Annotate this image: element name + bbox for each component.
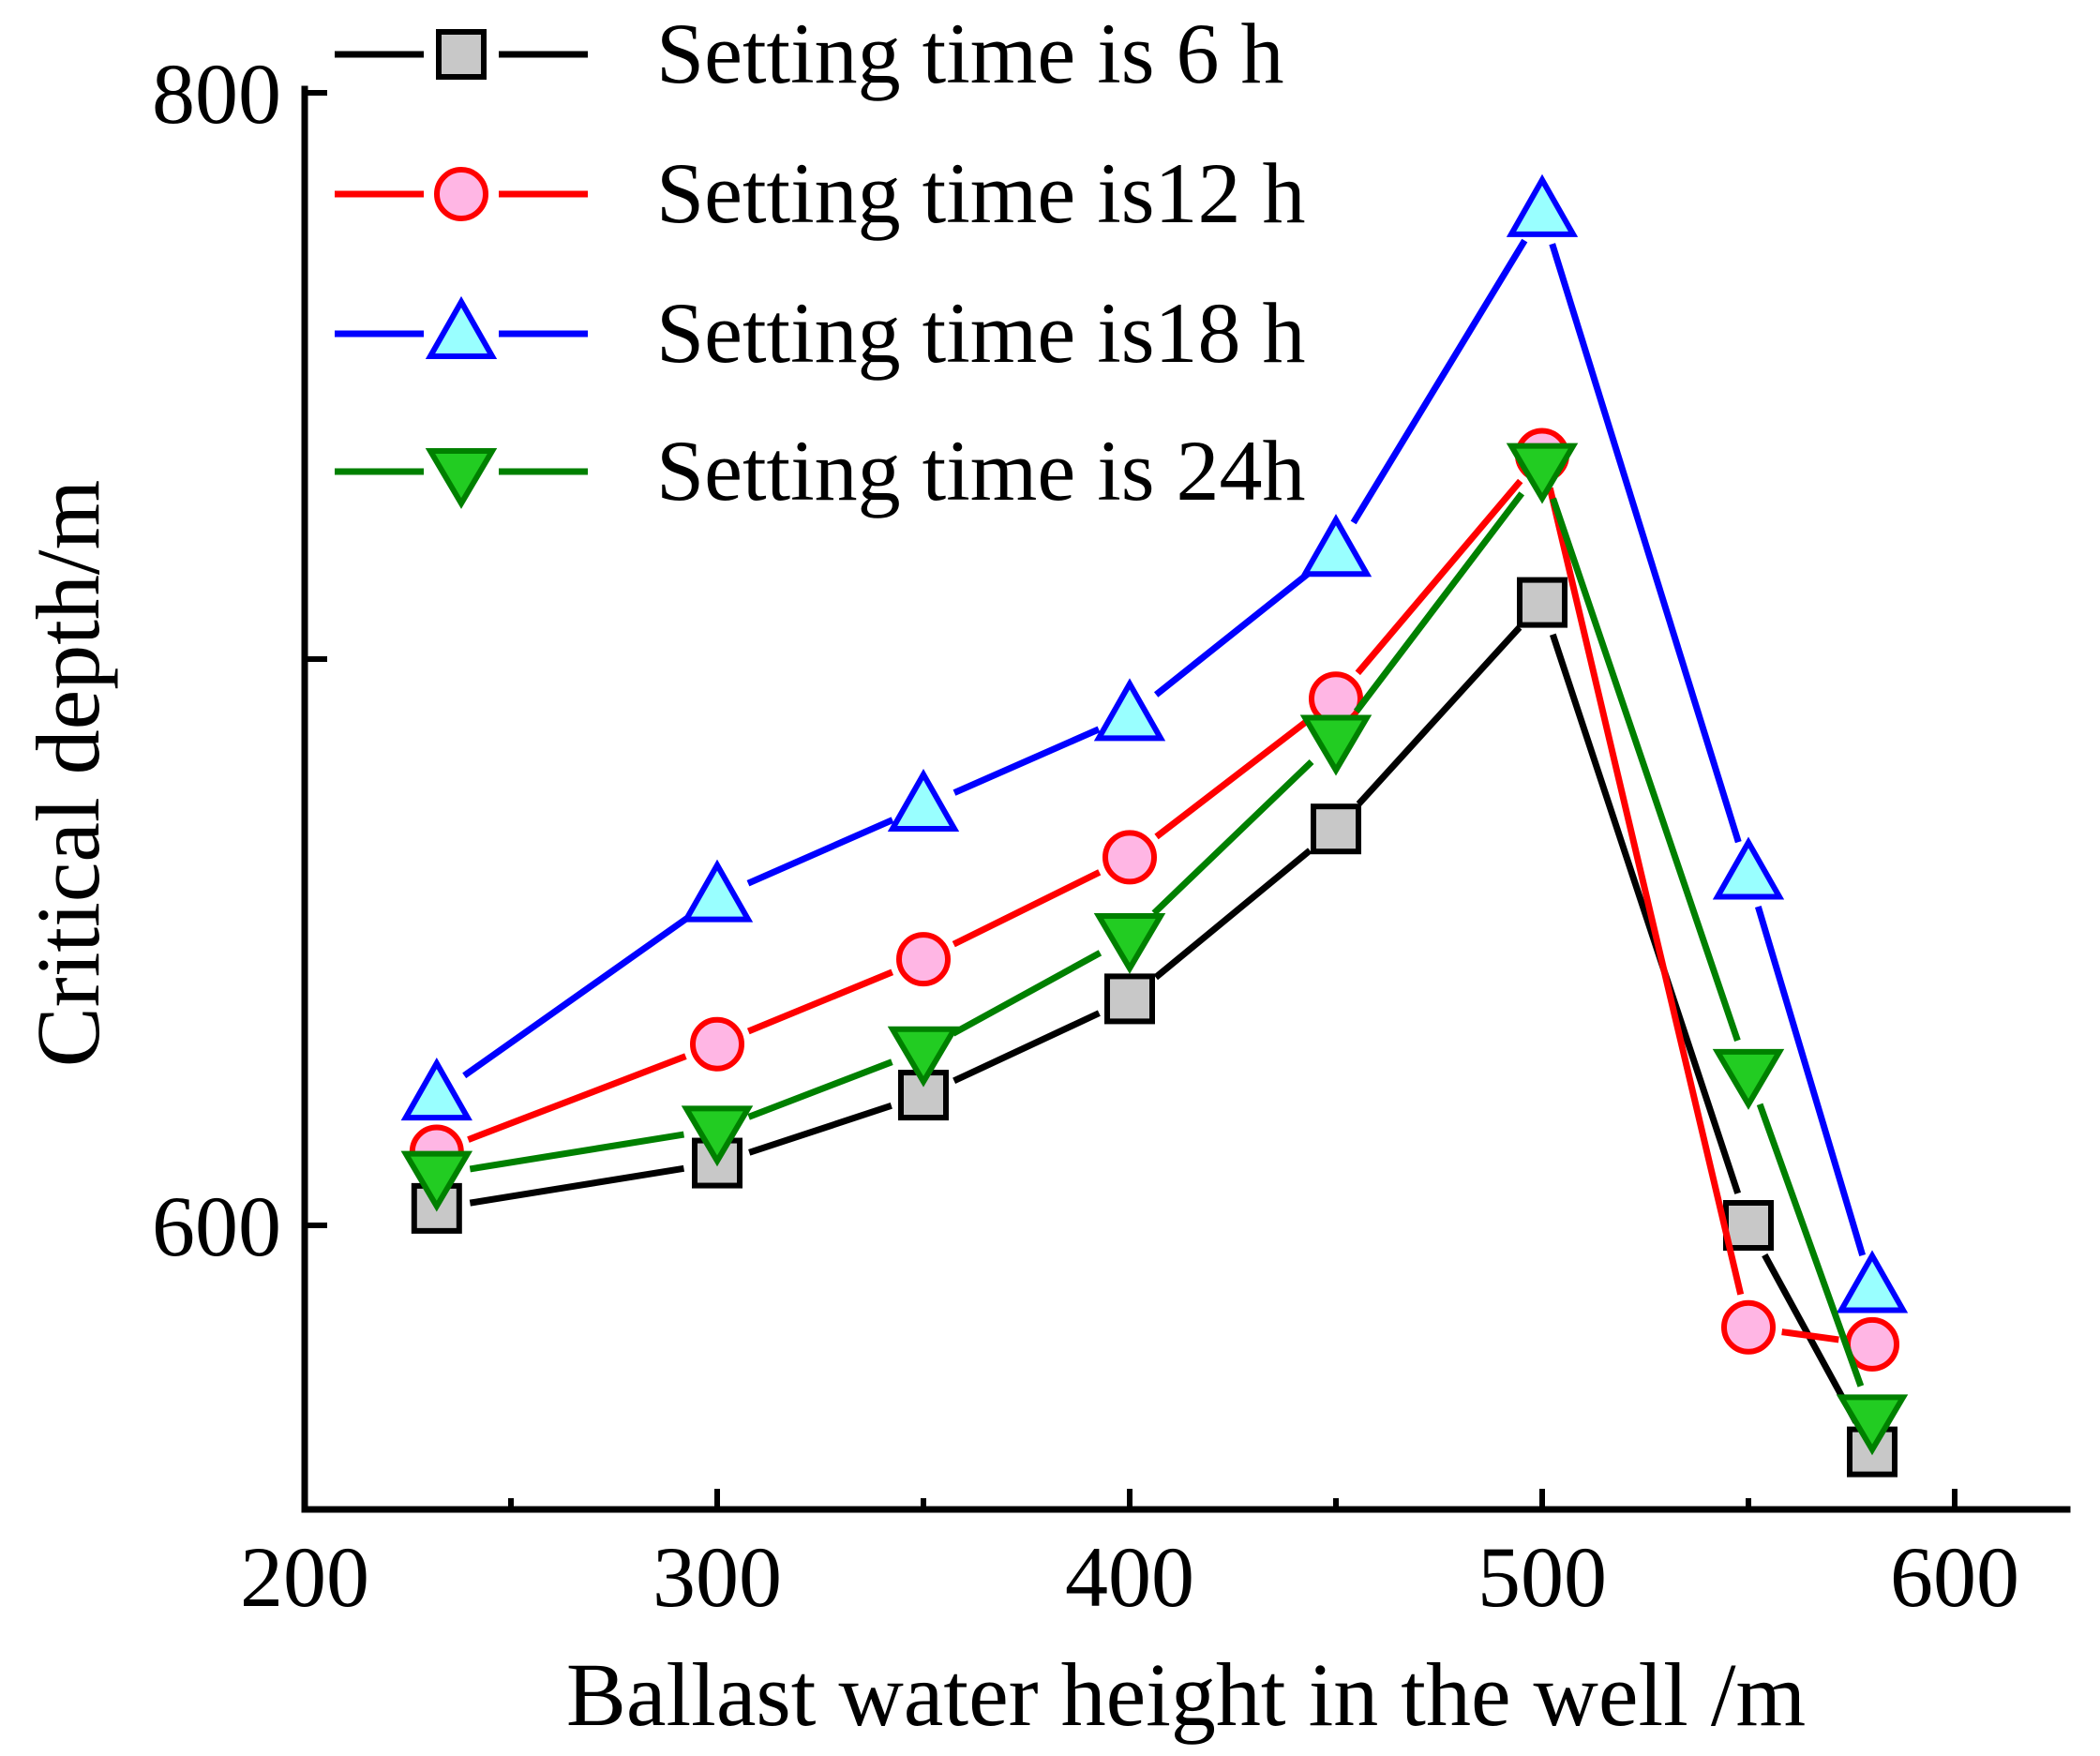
series-line-segment	[1154, 716, 1312, 840]
series-line-segment	[747, 1058, 893, 1120]
x-tick-label: 300	[652, 1529, 782, 1625]
legend-marker	[434, 167, 488, 221]
legend-marker	[436, 29, 487, 80]
series-line-segment	[1355, 478, 1523, 676]
series-line-segment	[952, 869, 1102, 948]
legend: Setting time is 6 h Setting time is12 h Se…	[335, 6, 1306, 518]
series-line-segment	[748, 1103, 892, 1156]
data-point	[1093, 678, 1166, 742]
y-tick-label: 600	[152, 1178, 281, 1274]
series-line-segment	[467, 1053, 687, 1143]
series-line-segment	[746, 968, 894, 1035]
data-point	[400, 1058, 472, 1121]
series-line-segment	[462, 913, 692, 1079]
legend-label: Setting time is18 h	[656, 285, 1306, 381]
data-point	[1517, 577, 1568, 628]
series-line-segment	[1356, 624, 1522, 806]
data-point	[887, 1026, 960, 1088]
data-point	[1506, 443, 1579, 504]
series-line-segment	[1549, 243, 1742, 844]
legend-label: Setting time is12 h	[656, 145, 1306, 241]
series-line-segment	[1781, 1328, 1839, 1343]
series-3	[400, 173, 1909, 1313]
data-point	[1506, 173, 1579, 237]
data-point	[681, 859, 754, 923]
data-point	[1102, 830, 1157, 885]
x-tick-label: 200	[240, 1529, 369, 1625]
data-point	[1712, 1048, 1785, 1110]
legend-label: Setting time is 24h	[656, 423, 1306, 518]
data-point	[1836, 1250, 1909, 1313]
data-point	[1299, 714, 1372, 776]
legend-item: Setting time is18 h	[335, 285, 1306, 381]
data-point	[1721, 1299, 1776, 1355]
series-line-segment	[951, 950, 1102, 1037]
data-point	[896, 932, 951, 987]
x-axis-title: Ballast water height in the well /m	[566, 1644, 1806, 1745]
series-line-segment	[952, 1010, 1101, 1085]
series-line-segment	[1550, 497, 1741, 1042]
data-point	[681, 1105, 754, 1167]
series-line-segment	[1153, 569, 1312, 698]
legend-item: Setting time is 6 h	[335, 6, 1284, 101]
series-line-segment	[952, 726, 1101, 796]
x-tick-label: 600	[1890, 1529, 2019, 1625]
legend-marker	[425, 295, 498, 359]
series-line-segment	[1549, 633, 1742, 1194]
y-tick-label: 800	[152, 46, 281, 142]
series-1	[411, 577, 1898, 1478]
data-point	[690, 1016, 744, 1072]
axes: 200 300 400 500 600 600 800 Ballast water heigh…	[18, 46, 2071, 1745]
series-line-segment	[469, 1131, 685, 1173]
data-point	[1311, 803, 1361, 855]
series-4	[400, 443, 1909, 1456]
data-point	[1093, 912, 1166, 974]
series-2	[409, 428, 1899, 1372]
data-point	[1104, 973, 1155, 1025]
data-point	[400, 1150, 473, 1212]
series-line-segment	[1153, 848, 1312, 981]
series-line-segment	[1756, 1103, 1865, 1388]
series-line-segment	[1350, 238, 1528, 525]
legend-marker	[425, 448, 498, 509]
data-point	[1836, 1394, 1909, 1456]
data-point	[1299, 514, 1372, 578]
series-line-segment	[1353, 491, 1525, 713]
data-point	[1723, 1200, 1774, 1251]
series-line-segment	[1151, 758, 1314, 916]
legend-item: Setting time is 24h	[335, 423, 1306, 518]
data-point	[1712, 836, 1785, 900]
legend-label: Setting time is 6 h	[656, 6, 1284, 101]
series-line-segment	[1754, 906, 1867, 1256]
series-line-segment	[746, 817, 894, 887]
x-tick-label: 500	[1478, 1529, 1607, 1625]
series-group	[400, 173, 1909, 1478]
data-point	[887, 768, 960, 833]
x-tick-label: 400	[1065, 1529, 1194, 1625]
series-line-segment	[469, 1164, 685, 1207]
y-axis-title: Critical depth/m	[18, 480, 118, 1068]
legend-item: Setting time is12 h	[335, 145, 1306, 241]
series-line-segment	[1546, 487, 1745, 1296]
